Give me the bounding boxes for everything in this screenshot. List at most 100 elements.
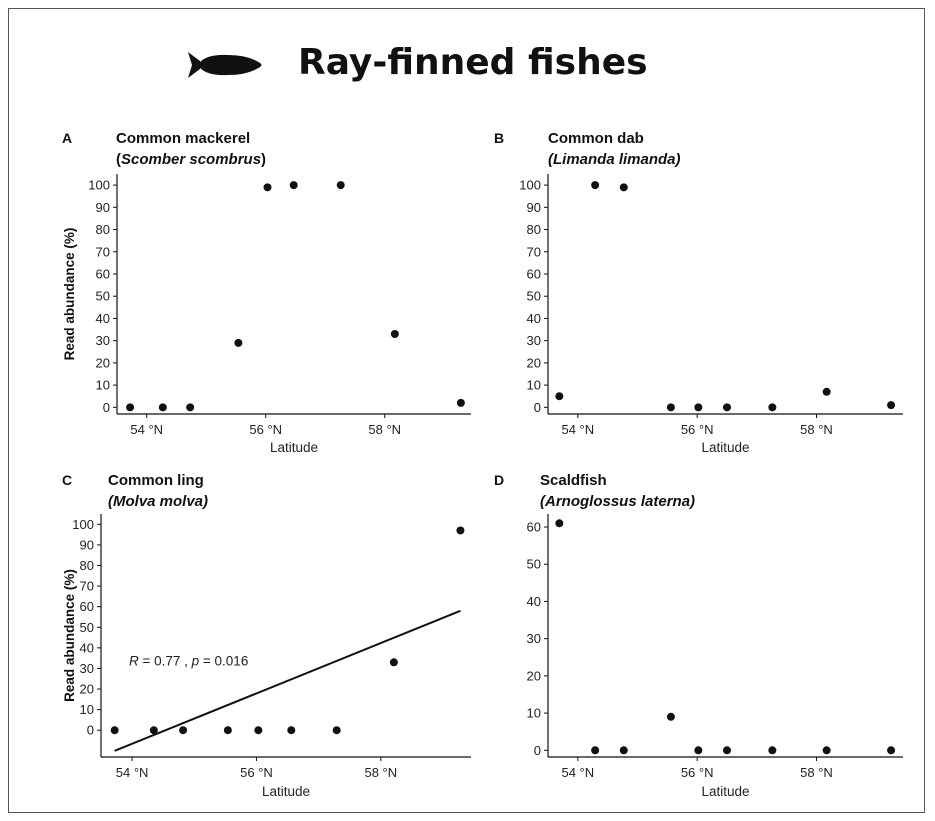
y-tick-label-d: 0 [534, 743, 541, 758]
y-axis-label-a: Read abundance (%) [62, 228, 77, 361]
annotation-r-symbol: R [129, 653, 139, 668]
y-tick-label-b: 70 [527, 244, 541, 259]
data-point-b [591, 181, 600, 190]
x-tick-label-b: 56 °N [681, 422, 714, 437]
x-tick-label-c: 58 °N [364, 765, 397, 780]
regression-line-c [114, 609, 461, 752]
y-tick-label-c: 0 [87, 723, 94, 738]
data-point-d [694, 746, 703, 755]
data-point-d [555, 519, 564, 528]
panel-letter-c: C [62, 472, 73, 488]
x-tick-label-d: 54 °N [561, 765, 594, 780]
x-tick-label-a: 56 °N [249, 422, 282, 437]
panel-title-a: Common mackerel (Scomber scombrus) [116, 128, 266, 170]
y-tick-label-c: 100 [72, 517, 94, 532]
panel-title-c: Common ling (Molva molva) [108, 470, 208, 512]
y-tick-label-d: 40 [527, 594, 541, 609]
data-point-c [179, 726, 188, 735]
data-point-b [619, 183, 628, 192]
x-tick-label-a: 58 °N [368, 422, 401, 437]
correlation-annotation-c: R = 0.77 , p = 0.016 [129, 653, 248, 668]
data-point-a [263, 183, 272, 192]
panel-title-d-line1: Scaldfish [540, 472, 607, 489]
y-tick-label-a: 30 [96, 333, 110, 348]
x-tick-label-d: 56 °N [681, 765, 714, 780]
data-point-a [289, 181, 298, 190]
data-point-c [389, 658, 398, 667]
figure-frame [8, 8, 925, 813]
panel-title-b-line1: Common dab [548, 130, 644, 147]
data-point-c [110, 726, 119, 735]
y-tick-label-a: 10 [96, 378, 110, 393]
data-point-b [822, 387, 831, 396]
y-tick-label-d: 20 [527, 668, 541, 683]
y-tick-label-d: 10 [527, 706, 541, 721]
annotation-r-text: = 0.77 , [139, 653, 192, 668]
y-tick-label-b: 60 [527, 267, 541, 282]
x-tick-label-b: 58 °N [800, 422, 833, 437]
x-axis-label-a: Latitude [270, 440, 318, 455]
figure-header: Ray-finned fishes [0, 36, 935, 96]
panel-title-c-line2: (Molva molva) [108, 493, 209, 510]
data-point-c [223, 726, 232, 735]
x-tick-label-d: 58 °N [800, 765, 833, 780]
data-point-d [666, 712, 675, 721]
data-point-b [887, 401, 896, 410]
y-tick-label-c: 60 [80, 599, 94, 614]
y-tick-label-c: 10 [80, 702, 94, 717]
data-point-a [336, 181, 345, 190]
data-point-d [887, 746, 896, 755]
y-tick-label-a: 80 [96, 222, 110, 237]
y-tick-label-a: 60 [96, 267, 110, 282]
y-tick-label-b: 80 [527, 222, 541, 237]
data-point-a [186, 403, 195, 412]
data-point-a [390, 330, 399, 338]
y-tick-label-b: 0 [534, 400, 541, 415]
panel-title-b: Common dab (Limanda limanda) [548, 128, 681, 170]
y-tick-label-b: 10 [527, 378, 541, 393]
data-point-b [666, 403, 675, 412]
annotation-p-text: = 0.016 [199, 653, 248, 668]
y-tick-label-b: 30 [527, 333, 541, 348]
data-point-a [456, 398, 465, 407]
y-tick-label-a: 70 [96, 244, 110, 259]
y-axis-label-c: Read abundance (%) [62, 569, 77, 702]
data-point-d [768, 746, 777, 755]
y-tick-label-b: 50 [527, 289, 541, 304]
y-tick-label-c: 80 [80, 558, 94, 573]
data-point-c [332, 726, 341, 735]
y-tick-label-a: 0 [103, 400, 110, 415]
y-tick-label-c: 30 [80, 661, 94, 676]
x-axis-label-d: Latitude [701, 784, 749, 799]
x-tick-label-a: 54 °N [130, 422, 163, 437]
panel-letter-b: B [494, 130, 505, 146]
panel-title-b-line2: (Limanda limanda) [548, 151, 681, 168]
y-tick-label-c: 90 [80, 537, 94, 552]
y-tick-label-a: 50 [96, 289, 110, 304]
y-tick-label-c: 20 [80, 682, 94, 697]
panel-title-a-line1: Common mackerel [116, 130, 251, 147]
y-tick-label-b: 20 [527, 355, 541, 370]
panel-title-d: Scaldfish (Arnoglossus laterna) [540, 470, 695, 512]
data-point-c [287, 726, 296, 735]
y-tick-label-a: 20 [96, 355, 110, 370]
data-point-b [722, 403, 731, 412]
fish-silhouette-icon [188, 52, 262, 78]
data-point-c [456, 526, 465, 535]
data-point-d [722, 746, 731, 755]
data-point-c [149, 726, 158, 735]
panel-title-a-line2: (Scomber scombrus) [116, 151, 267, 168]
y-tick-label-c: 40 [80, 640, 94, 655]
y-tick-label-c: 50 [80, 620, 94, 635]
y-tick-label-a: 100 [88, 178, 110, 193]
y-tick-label-d: 60 [527, 520, 541, 535]
data-point-c [254, 726, 263, 735]
data-point-a [234, 338, 243, 347]
y-tick-label-c: 70 [80, 579, 94, 594]
panel-title-d-line2: (Arnoglossus laterna) [540, 493, 696, 510]
x-tick-label-c: 56 °N [240, 765, 273, 780]
x-axis-label-b: Latitude [701, 440, 749, 455]
figure-title: Ray-finned fishes [298, 42, 648, 83]
panel-letter-a: A [62, 130, 73, 146]
